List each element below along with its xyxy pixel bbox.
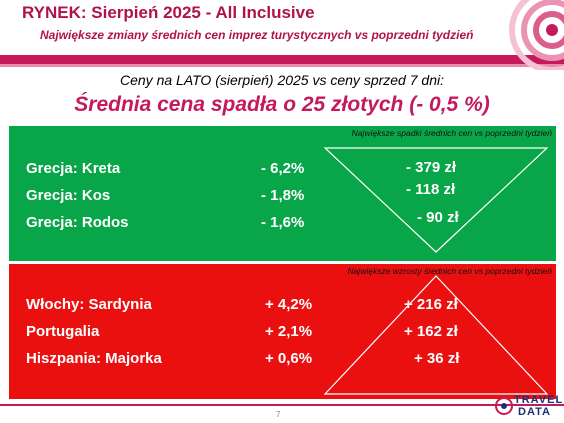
travel-data-logo: TRAVEL DATA (494, 394, 564, 420)
increases-caption: Największe wzrosty średnich cen vs poprz… (347, 266, 552, 276)
header-rule-accent (0, 64, 564, 67)
decrease-row-destination: Grecja: Rodos (26, 214, 129, 231)
summary-headline: Średnia cena spadła o 25 złotych (- 0,5 … (74, 93, 490, 116)
decrease-row-destination: Grecja: Kos (26, 187, 111, 204)
logo-globe-icon (495, 397, 513, 415)
increase-row-destination: Hiszpania: Majorka (26, 350, 162, 367)
increase-row-destination: Włochy: Sardynia (26, 296, 152, 313)
increase-row-pct: + 0,6% (265, 350, 313, 367)
decrease-row-pln: - 379 zł (406, 159, 457, 176)
decreases-panel: Największe spadki średnich cen vs poprze… (9, 126, 556, 261)
page-title: RYNEK: Sierpień 2025 - All Inclusive (22, 3, 315, 22)
decrease-row-pln: - 90 zł (417, 209, 459, 226)
decrease-row-destination: Grecja: Kreta (26, 160, 121, 177)
summary-line: Ceny na LATO (sierpień) 2025 vs ceny spr… (120, 72, 444, 88)
decreases-caption: Największe spadki średnich cen vs poprze… (351, 128, 552, 138)
increases-panel: Największe wzrosty średnich cen vs poprz… (9, 264, 556, 399)
down-triangle-shape (323, 147, 549, 253)
increase-row-pln: + 216 zł (404, 296, 458, 313)
logo-text-bottom: DATA (518, 406, 551, 418)
decorative-circles (509, 0, 564, 70)
page-number: 7 (276, 410, 281, 419)
decrease-row-pln: - 118 zł (406, 181, 456, 198)
decrease-row-pct: - 6,2% (261, 160, 305, 177)
decrease-row-pct: - 1,8% (261, 187, 305, 204)
increase-row-pct: + 2,1% (265, 323, 313, 340)
decrease-row-pct: - 1,6% (261, 214, 305, 231)
page-subtitle: Największe zmiany średnich cen imprez tu… (40, 28, 474, 42)
logo-text-top: TRAVEL (514, 394, 564, 406)
up-triangle-shape (323, 275, 549, 395)
footer-rule (0, 404, 564, 406)
increase-row-pln: + 36 zł (414, 350, 460, 367)
increase-row-destination: Portugalia (26, 323, 100, 340)
increase-row-pct: + 4,2% (265, 296, 313, 313)
increase-row-pln: + 162 zł (404, 323, 458, 340)
